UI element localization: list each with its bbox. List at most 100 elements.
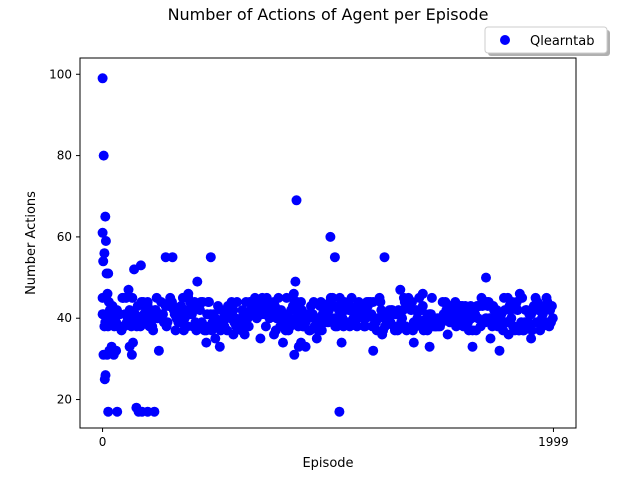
data-point (494, 345, 505, 356)
data-point (368, 345, 379, 356)
data-point (395, 284, 406, 295)
data-point (288, 288, 299, 299)
data-point (424, 341, 435, 352)
data-point (526, 333, 537, 344)
x-tick-label: 0 (99, 435, 107, 449)
data-point (232, 297, 242, 307)
legend-marker (500, 35, 510, 45)
data-point (269, 329, 279, 340)
data-point (512, 305, 523, 316)
legend-label: Qlearntab (530, 34, 594, 49)
data-point (205, 252, 216, 263)
data-point (142, 297, 153, 307)
data-point (327, 292, 338, 303)
y-tick-label: 40 (57, 311, 72, 325)
data-point (503, 329, 514, 340)
data-point (204, 297, 214, 307)
data-point (153, 345, 164, 356)
data-point (377, 329, 388, 340)
data-point (291, 195, 302, 206)
data-point (408, 337, 419, 348)
data-point (100, 211, 111, 222)
data-point (334, 406, 345, 417)
data-point (228, 305, 239, 316)
data-point (273, 292, 284, 303)
data-point (481, 272, 491, 283)
chart-title: Number of Actions of Agent per Episode (168, 5, 489, 24)
data-point (243, 321, 254, 332)
data-point (162, 317, 173, 328)
data-point (278, 337, 288, 348)
y-tick-label: 100 (49, 67, 72, 81)
data-point (158, 309, 168, 320)
y-axis-label: Number Actions (24, 191, 39, 295)
data-point (148, 325, 159, 336)
data-point (97, 73, 108, 84)
data-point (260, 321, 271, 332)
data-point (467, 341, 478, 352)
data-point (192, 276, 203, 287)
data-point (300, 341, 311, 352)
data-point (98, 256, 109, 267)
data-point (100, 370, 111, 381)
data-point (127, 292, 138, 303)
data-point (397, 313, 408, 324)
data-point (97, 292, 108, 303)
data-point (546, 301, 557, 311)
data-point (316, 325, 327, 336)
data-point (97, 227, 108, 238)
data-point (255, 333, 266, 344)
x-axis-ticks: 0 1999 (99, 428, 569, 449)
data-point (514, 288, 525, 299)
data-point (352, 321, 362, 332)
data-point (289, 349, 300, 360)
data-point (296, 297, 306, 307)
data-point (417, 301, 428, 311)
data-point (311, 333, 322, 344)
data-point (128, 337, 138, 348)
y-tick-label: 20 (57, 393, 72, 407)
data-point (149, 406, 160, 417)
data-point (360, 321, 371, 332)
x-axis-label: Episode (302, 456, 353, 471)
y-tick-label: 60 (57, 230, 72, 244)
data-point (375, 297, 386, 307)
data-point (379, 252, 390, 263)
data-point (506, 313, 517, 324)
data-point (210, 333, 221, 344)
data-point (135, 260, 146, 271)
data-point (123, 284, 134, 295)
data-point (214, 341, 225, 352)
y-tick-label: 80 (57, 149, 72, 163)
data-point (103, 268, 114, 279)
data-point (103, 406, 114, 417)
legend-box (484, 26, 608, 54)
data-point (527, 325, 537, 336)
data-point (100, 236, 111, 246)
data-point (344, 321, 355, 332)
data-points (97, 73, 558, 417)
data-point (336, 337, 347, 348)
data-point (186, 309, 197, 320)
data-point (167, 252, 178, 263)
data-point (183, 288, 194, 299)
data-point (201, 337, 212, 348)
data-point (426, 292, 437, 303)
data-point (329, 252, 340, 263)
data-point (485, 333, 496, 344)
data-point (547, 313, 558, 324)
data-point (290, 276, 301, 287)
data-point (112, 406, 123, 417)
data-point (417, 288, 428, 299)
data-point (325, 231, 336, 242)
data-point (111, 345, 122, 356)
y-axis-ticks: 20 40 60 80 100 (49, 67, 80, 407)
plot-frame (79, 57, 577, 429)
data-point (170, 325, 181, 336)
data-point (442, 329, 453, 340)
data-point (126, 349, 137, 360)
data-point (537, 321, 548, 332)
x-tick-label: 1999 (538, 435, 569, 449)
legend: Qlearntab (484, 26, 610, 56)
